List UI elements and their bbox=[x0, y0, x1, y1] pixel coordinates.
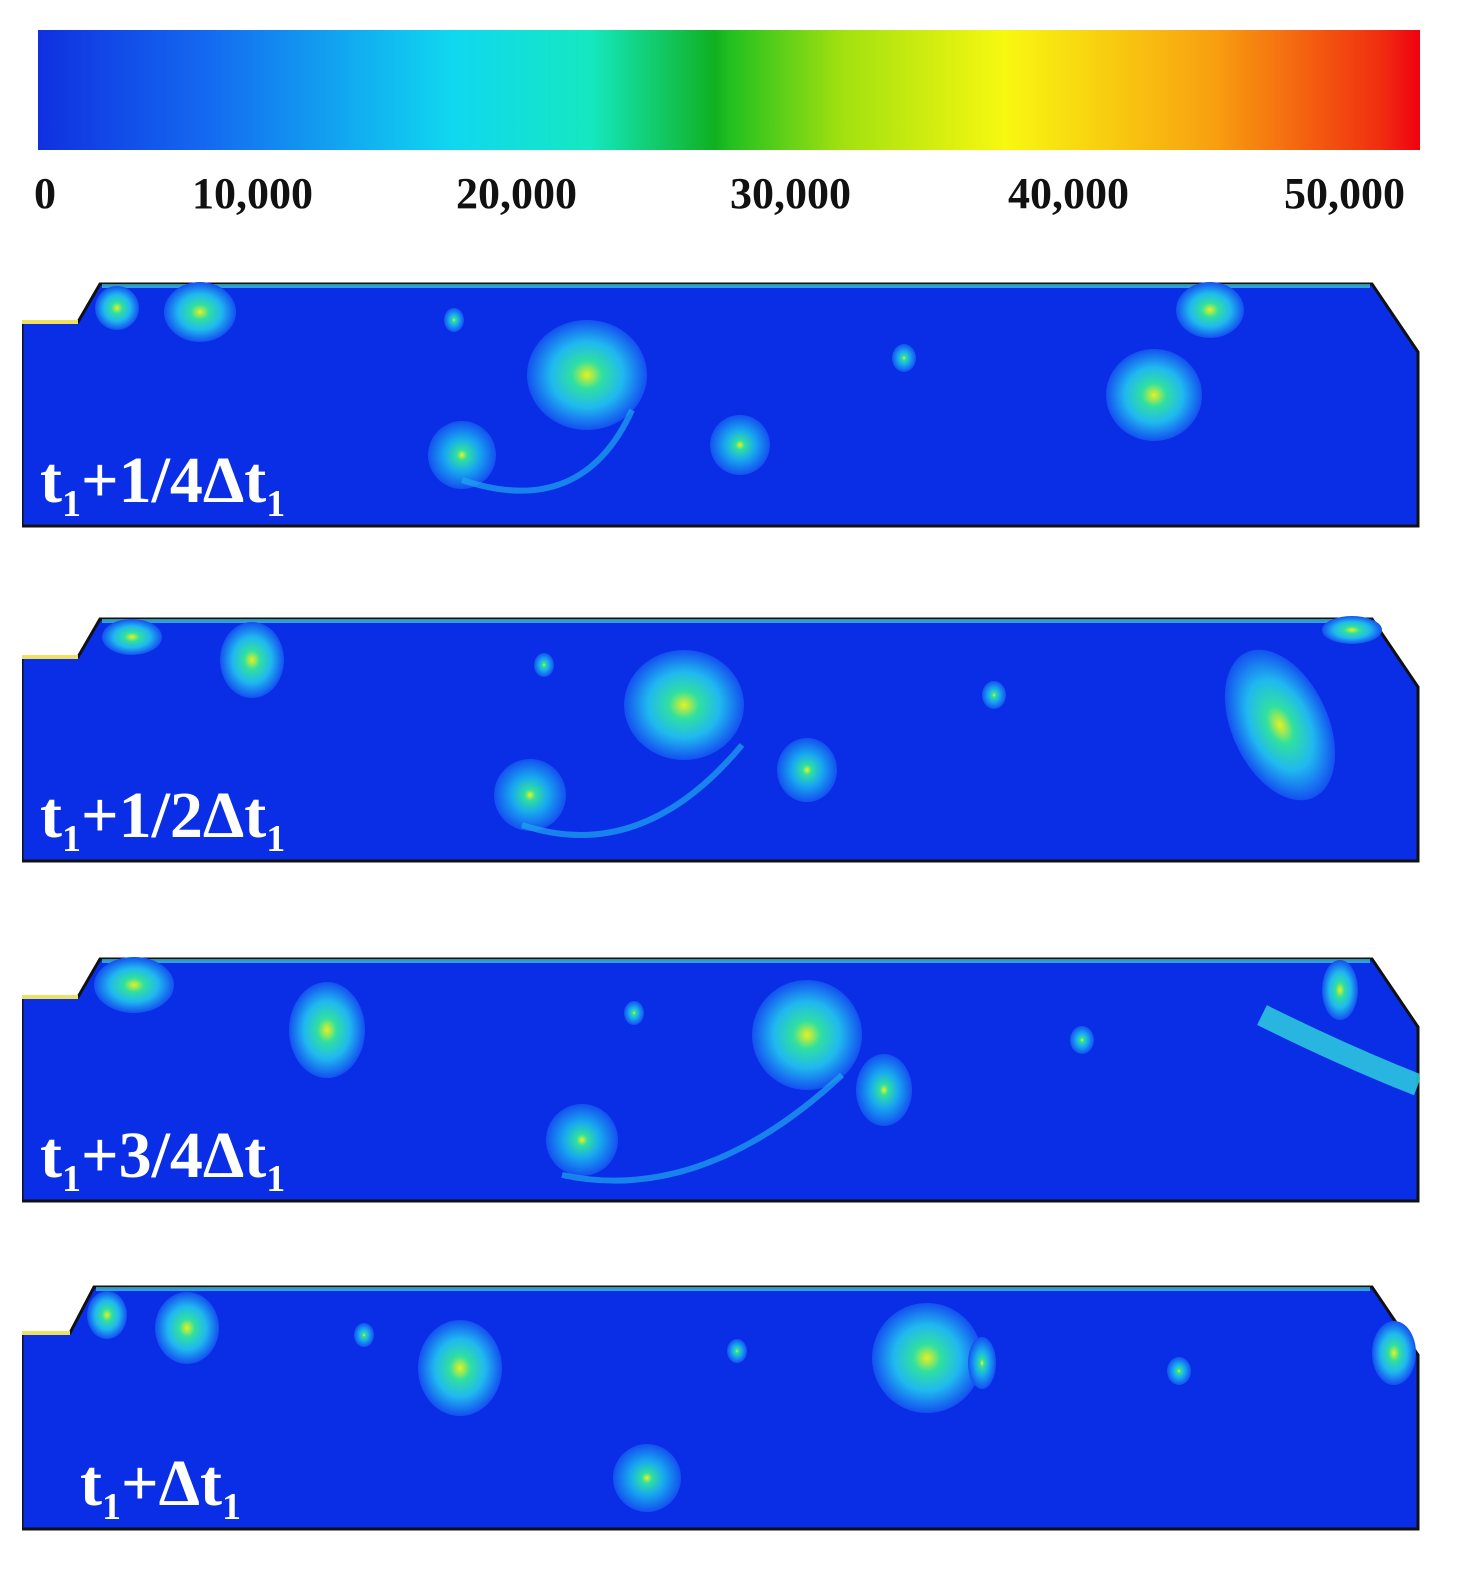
colorbar-gradient bbox=[38, 30, 1420, 150]
colorbar-ticks: 0 10,000 20,000 30,000 40,000 50,000 bbox=[0, 168, 1457, 238]
tick-label: 40,000 bbox=[1008, 169, 1129, 218]
time-label: t1+1/2Δt1 bbox=[40, 779, 286, 860]
time-label: t1+Δt1 bbox=[80, 1447, 241, 1528]
flow-field bbox=[22, 282, 1420, 528]
vorticity-panel-3: t1+3/4Δt1 bbox=[22, 955, 1420, 1205]
time-label: t1+3/4Δt1 bbox=[40, 1119, 286, 1200]
vorticity-panel-2: t1+1/2Δt1 bbox=[22, 615, 1420, 865]
tick-label: 30,000 bbox=[730, 169, 851, 218]
time-label: t1+1/4Δt1 bbox=[40, 444, 286, 525]
vorticity-panel-1: t1+1/4Δt1 bbox=[22, 280, 1420, 530]
flow-field bbox=[22, 1285, 1420, 1531]
vorticity-panel-4: t1+Δt1 bbox=[22, 1283, 1420, 1533]
tick-label: 0 bbox=[34, 169, 56, 218]
tick-label: 20,000 bbox=[456, 169, 577, 218]
flow-field bbox=[22, 616, 1420, 863]
tick-label: 50,000 bbox=[1284, 169, 1405, 218]
flow-field bbox=[22, 957, 1420, 1203]
tick-label: 10,000 bbox=[192, 169, 313, 218]
colorbar bbox=[38, 30, 1420, 150]
